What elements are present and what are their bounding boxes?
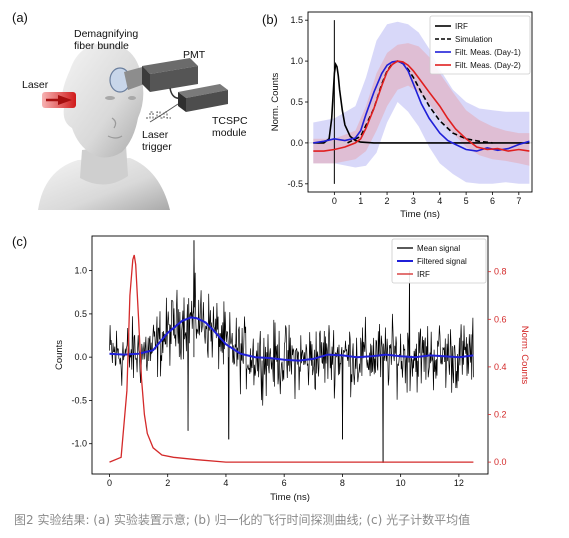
legend-box [429, 15, 531, 75]
trigger-cable [149, 103, 179, 123]
x-tick-label: 0 [332, 196, 337, 206]
x-tick-label: 6 [282, 478, 287, 488]
tcspc-label: TCSPC module [212, 115, 248, 139]
x-tick-label: 7 [516, 196, 521, 206]
annotation-line: TCSPC [212, 115, 248, 127]
y-tick-label: -0.5 [71, 395, 87, 405]
panel-b-label: (b) [262, 12, 278, 27]
x-tick-label: 6 [490, 196, 495, 206]
x-tick-label: 0 [107, 478, 112, 488]
panel-c-label: (c) [12, 234, 27, 249]
y-tick-label: -0.5 [287, 179, 303, 189]
annotation-line: module [212, 127, 247, 139]
annotation-line: Laser [142, 129, 169, 141]
figure-caption: 图2 实验结果: (a) 实验装置示意; (b) 归一化的飞行时间探测曲线; (… [14, 513, 471, 527]
y-right-tick-label: 0.8 [494, 267, 507, 277]
y-tick-label: 1.5 [290, 15, 303, 25]
legend-label: Mean signal [417, 244, 460, 253]
x-tick-label: 8 [340, 478, 345, 488]
legend-label: IRF [455, 22, 468, 31]
series-line [347, 60, 493, 144]
chart-b: (b) 0 1 2 3 4 5 6 7 -0.5 0.0 0.5 1.0 1.5 Time (ns) Norm… [262, 11, 533, 220]
y-right-axis-title: Norm. Counts [519, 326, 530, 385]
y-right-tick-label: 0.4 [494, 362, 507, 372]
annotation-line: trigger [142, 141, 172, 153]
x-axis-title: Time (ns) [270, 492, 310, 503]
laser-source [42, 92, 76, 108]
x-tick-label: 5 [464, 196, 469, 206]
chart-c: (c) 0 2 4 6 8 10 12 -1.0 -0.5 0.0 0.5 1.0 0.0 0.2 0.4 0.… [12, 234, 530, 503]
y-tick-label: 0.0 [290, 138, 303, 148]
confidence-band [313, 43, 530, 166]
y-tick-label: 1.0 [74, 266, 87, 276]
panel-a-label: (a) [12, 10, 28, 25]
y-right-tick-label: 0.2 [494, 410, 507, 420]
y-tick-label: 1.0 [290, 56, 303, 66]
tcspc-device [178, 84, 228, 112]
y-tick-label: -1.0 [71, 439, 87, 449]
mean-signal-line [109, 240, 474, 463]
legend-label: IRF [417, 270, 430, 279]
annotation-line: fiber bundle [74, 40, 129, 52]
x-tick-label: 12 [454, 478, 464, 488]
y-axis-title: Norm. Counts [270, 72, 281, 131]
x-tick-label: 2 [385, 196, 390, 206]
x-tick-label: 10 [396, 478, 406, 488]
x-tick-label: 1 [358, 196, 363, 206]
legend-label: Simulation [455, 35, 492, 44]
legend-label: Filt. Meas. (Day-2) [455, 61, 521, 70]
series-line [313, 60, 530, 152]
y-tick-label: 0.0 [74, 352, 87, 362]
laser-label: Laser [22, 79, 49, 91]
legend-box [391, 238, 487, 284]
annotation-line: Demagnifying [74, 28, 138, 40]
legend-label: Filtered signal [417, 257, 467, 266]
y-right-tick-label: 0.6 [494, 314, 507, 324]
x-tick-label: 2 [165, 478, 170, 488]
x-tick-label: 4 [437, 196, 442, 206]
pmt-label: PMT [183, 49, 206, 61]
y-right-tick-label: 0.0 [494, 457, 507, 467]
filtered-signal-line [109, 316, 474, 362]
fiber-bundle-label: Demagnifying fiber bundle [74, 28, 138, 52]
plot-frame [91, 235, 489, 475]
legend-label: Filt. Meas. (Day-1) [455, 48, 521, 57]
y-tick-label: 0.5 [290, 97, 303, 107]
pmt-device [142, 58, 198, 92]
laser-trigger-label: Laser trigger [142, 129, 172, 153]
x-axis-title: Time (ns) [400, 209, 440, 220]
panel-a: (a) [12, 10, 248, 210]
irf-line [109, 254, 474, 463]
x-tick-label: 3 [411, 196, 416, 206]
x-tick-label: 4 [223, 478, 228, 488]
y-tick-label: 0.5 [74, 309, 87, 319]
y-axis-title: Counts [54, 340, 65, 370]
